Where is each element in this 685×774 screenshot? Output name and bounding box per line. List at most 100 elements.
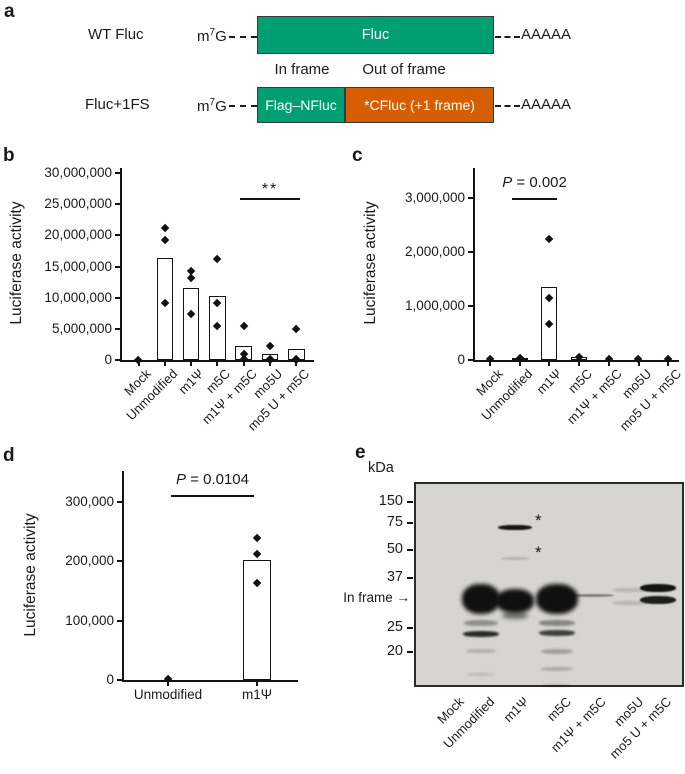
x-tick [607,362,610,366]
panel-c-label: c [352,145,363,166]
data-point [545,235,554,244]
lane-label: m1Ψ [500,694,532,726]
polya-tail-row1: AAAAA [521,26,572,43]
kda-marker-tick [407,522,413,524]
y-axis-title: Luciferase activity [362,201,379,325]
nfluc-box: Flag–NFluc [257,87,345,123]
y-tick-label: 300,000 [65,494,114,509]
y-tick [115,359,120,361]
in-frame-label: In frame [274,61,330,78]
kda-marker-tick [407,549,413,551]
y-tick [115,234,120,237]
y-axis-title: Luciferase activity [8,201,25,325]
bar [243,559,271,680]
y-tick [117,560,122,563]
x-tick [637,362,640,366]
blot-band [536,584,578,614]
y-tick [117,501,122,503]
p-value-label: P = 0.0104 [153,471,273,488]
data-point [252,533,262,543]
blot-band [640,584,676,592]
x-axis [122,680,298,682]
y-tick-label: 200,000 [65,553,114,569]
x-tick [578,362,581,366]
y-tick-label: 0 [457,352,465,367]
stop-asterisk: * [364,97,370,113]
y-tick [468,197,473,199]
y-tick [115,265,120,268]
blot-band [541,667,573,671]
significance-line [171,494,254,497]
dashed-link [229,36,257,38]
x-axis [473,360,679,362]
right-arrow-icon: → [396,590,411,605]
y-axis-title: Luciferase activity [22,513,39,637]
y-tick-label: 25,000,000 [44,196,112,212]
kda-marker-label: 25 [386,619,403,635]
kda-marker-tick [407,577,413,579]
blot-band [640,596,676,604]
blot-band [496,589,534,613]
construct-name-fs: Fluc+1FS [85,96,150,113]
significance-line [239,197,301,200]
out-of-frame-label: Out of frame [362,61,446,78]
y-tick-label: 1,000,000 [404,298,465,313]
y-tick [115,327,120,330]
x-tick [167,682,169,686]
data-point [160,224,170,233]
kda-marker-label: 150 [378,493,403,509]
y-tick-label: 3,000,000 [404,190,465,205]
cfluc-box-label: CFluc (+1 frame) [369,97,475,113]
y-tick [468,251,473,253]
y-tick [115,296,120,299]
y-tick-label: 100,000 [65,612,114,628]
significance-stars: ** [261,180,279,198]
x-tick [256,682,258,686]
blot-band [462,584,500,614]
data-point [485,355,495,364]
blot-asterisk: * [535,511,542,530]
y-tick-label: 2,000,000 [404,244,465,259]
y-tick [115,172,120,174]
y-tick-label: 0 [104,352,112,367]
dashed-link [229,105,257,107]
kda-marker-tick [407,501,413,503]
category-label: m1Ψ [241,687,273,702]
fluc-box: Fluc [257,16,494,54]
data-point [663,354,673,364]
y-tick-label: 0 [106,672,114,687]
blot-band [467,672,495,676]
y-tick [468,305,473,307]
x-tick [548,362,551,366]
blot-band [539,620,575,626]
blot-asterisk: * [535,543,542,562]
panel-a-label: a [4,1,15,22]
y-tick [117,679,122,681]
p-value-text: = 0.002 [512,174,567,191]
data-point [291,325,301,334]
x-tick [163,362,166,366]
blot-band [466,649,496,653]
y-tick-label: 5,000,000 [51,320,112,336]
blot-band [502,611,528,619]
x-tick [489,362,491,366]
kda-unit-label: kDa [368,460,394,476]
kda-marker-label: 37 [386,569,403,585]
x-axis [120,360,314,362]
polya-tail-row2: AAAAA [521,96,572,113]
blot-band [464,620,498,626]
bar [156,257,174,360]
dashed-link [495,36,520,38]
p-value-label: P = 0.002 [475,174,595,191]
nfluc-box-label: Flag–NFluc [265,97,337,113]
in-frame-arrow-label: In frame → [343,590,410,605]
blot-band [542,683,572,687]
y-axis [122,471,124,682]
blot-band [570,593,614,597]
cfluc-box: * CFluc (+1 frame) [345,87,494,123]
category-label: m1Ψ [533,366,566,398]
panel-b-label: b [3,145,15,166]
dashed-link [495,105,520,107]
blot-band [498,524,532,530]
